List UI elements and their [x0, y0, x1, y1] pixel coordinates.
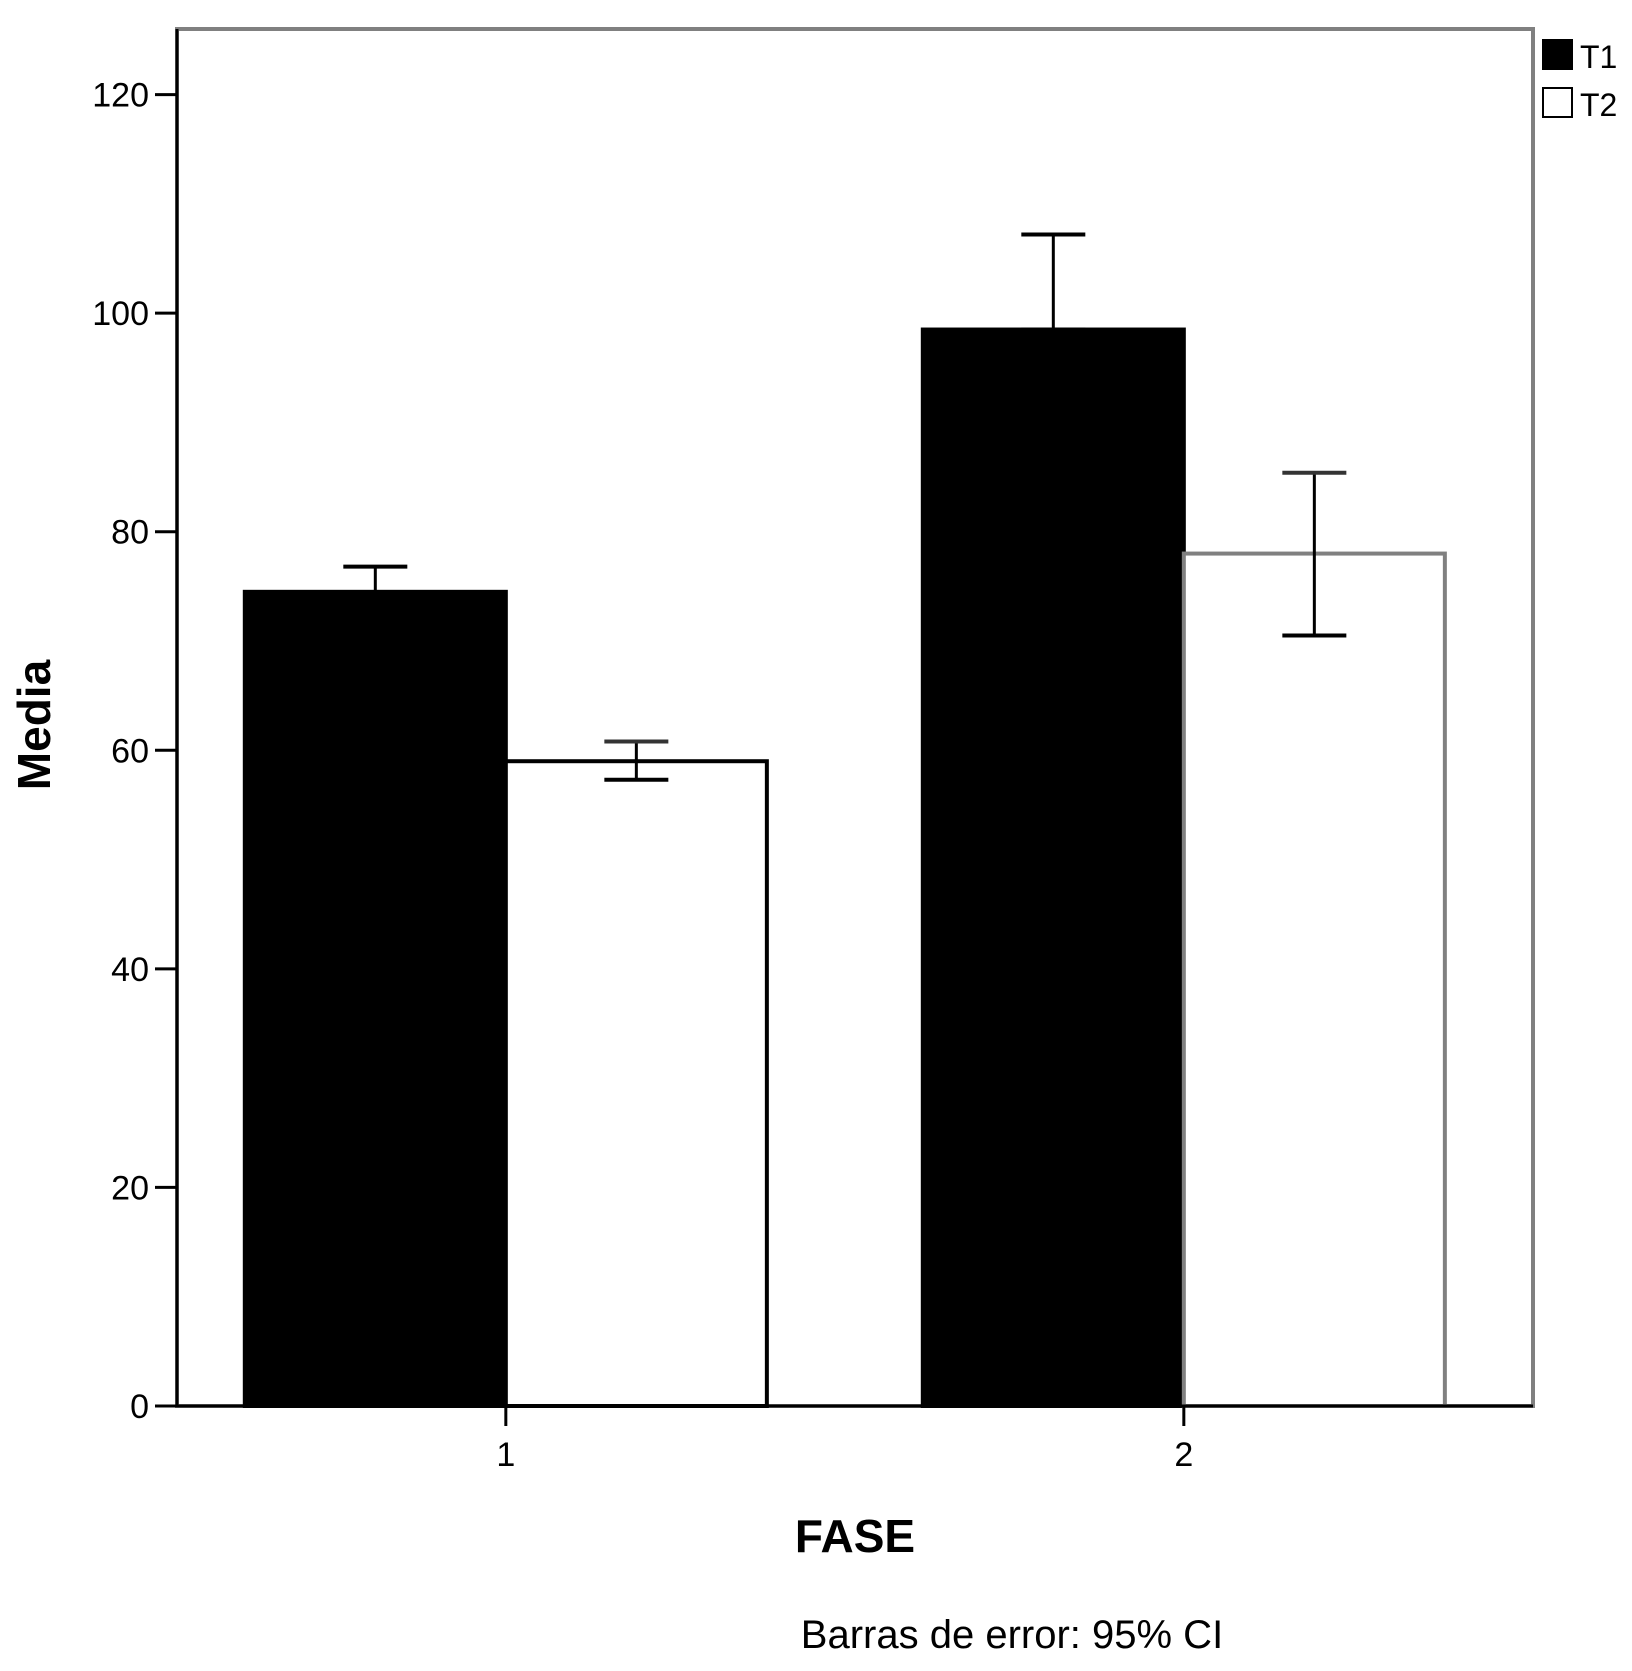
legend-swatch-t1 [1542, 39, 1573, 70]
y-tick-label: 20 [111, 1169, 149, 1207]
error-bars-layer [343, 232, 1347, 782]
y-axis-title: Media [8, 659, 60, 790]
bar-t2-1 [503, 759, 769, 1408]
legend: T1 T2 [1542, 39, 1617, 123]
x-tick-label: 2 [1174, 1436, 1193, 1474]
bars-layer [242, 327, 1447, 1408]
bar-t1-2 [920, 327, 1186, 1408]
y-tick-label: 60 [111, 732, 149, 770]
y-tick-label: 0 [130, 1388, 149, 1426]
bar-t2-2 [1181, 551, 1447, 1408]
bar-t1-1 [242, 589, 508, 1408]
y-tick-label: 40 [111, 951, 149, 989]
error-bar-note: Barras de error: 95% CI [801, 1613, 1223, 1657]
x-axis-title: FASE [795, 1510, 915, 1562]
y-tick-label: 80 [111, 514, 149, 552]
legend-swatch-t2 [1542, 87, 1573, 118]
y-tick-label: 100 [92, 295, 149, 333]
x-tick-label: 1 [496, 1436, 515, 1474]
y-ticks-layer: 0 20 40 60 80 100 120 [92, 77, 177, 1426]
legend-label-t1: T1 [1580, 39, 1617, 75]
legend-label-t2: T2 [1580, 87, 1617, 123]
y-tick-label: 120 [92, 77, 149, 115]
